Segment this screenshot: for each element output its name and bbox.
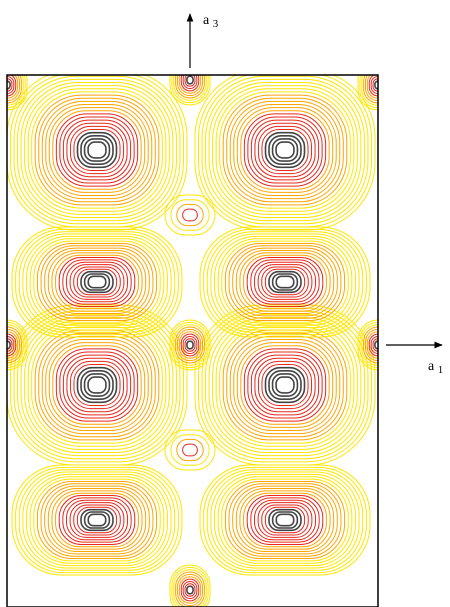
contour-line [276, 276, 293, 287]
contour-line [265, 269, 304, 294]
contour-line [195, 70, 375, 230]
contour-line [255, 358, 315, 411]
contour-line [81, 136, 113, 164]
contour-line [269, 136, 301, 164]
contour-line [88, 142, 106, 158]
contour-line [45, 486, 150, 554]
contour-line [35, 95, 159, 205]
contour-line [187, 341, 193, 349]
contour-line [81, 371, 113, 399]
contour-line [183, 444, 198, 456]
contour-line [244, 255, 327, 309]
contour-line [255, 123, 315, 176]
contour-line [56, 493, 139, 547]
contour-figure: a 3 a 1 [0, 0, 450, 607]
contour-line [46, 339, 148, 430]
contour-line [88, 276, 105, 287]
contour-line [56, 255, 139, 309]
contour-line [11, 73, 184, 227]
contour-line [177, 204, 204, 225]
contour-line [70, 126, 123, 173]
contour-line [276, 142, 294, 158]
contour-line [229, 484, 341, 556]
contour-line [165, 195, 215, 235]
contour-line [19, 470, 174, 571]
contour-line [52, 491, 142, 549]
contour-line [230, 336, 340, 433]
contour-line [234, 339, 336, 430]
page: a 3 a 1 (() => { const data = JSON.parse… [0, 0, 450, 607]
contour-line [266, 133, 305, 168]
contour-line [70, 361, 123, 408]
contour-line [46, 104, 148, 195]
contour-line [220, 327, 351, 443]
contour-line [230, 101, 340, 198]
contour-line [78, 133, 117, 168]
contour-line [179, 67, 200, 94]
contour-line [265, 507, 304, 532]
contour-line [258, 361, 311, 408]
contour-line [258, 126, 311, 173]
contour-line [181, 69, 198, 91]
contour-line [177, 439, 204, 460]
contour-line [176, 572, 205, 607]
contour-line [45, 248, 150, 316]
contour-line [67, 123, 127, 176]
contour-line [199, 73, 372, 227]
contour-line [77, 269, 116, 294]
contour-line [204, 467, 367, 572]
contour-line [174, 570, 206, 607]
contour-line [207, 470, 362, 571]
contour-line [187, 586, 193, 594]
contour-line [11, 308, 184, 462]
contour-line [78, 368, 117, 403]
contour-line [234, 104, 336, 195]
contour-line [52, 253, 142, 311]
contour-line [77, 507, 116, 532]
contour-line [244, 493, 327, 547]
contour-line [223, 330, 347, 440]
contour-line [269, 371, 301, 399]
contour-line [233, 486, 338, 554]
contour-line [88, 514, 105, 525]
axis-label-a3: a 3 [203, 13, 219, 30]
contour-line [220, 92, 351, 208]
contour-line [240, 491, 330, 549]
axis-label-a1: a 1 [428, 359, 443, 376]
contour-line [233, 248, 338, 316]
contour-line [32, 92, 163, 208]
contour-line [181, 579, 198, 601]
contour-line [42, 101, 152, 198]
contour-line [223, 95, 347, 205]
contour-line [276, 377, 294, 393]
contour-line [276, 514, 293, 525]
contour-line [42, 336, 152, 433]
contour-line [187, 76, 193, 84]
contour-line [7, 70, 187, 230]
contour-line [199, 308, 372, 462]
contour-line [266, 368, 305, 403]
contour-map [0, 55, 398, 607]
contour-line [179, 577, 200, 604]
contour-line [16, 467, 179, 572]
contour-line [35, 330, 159, 440]
contour-line [183, 209, 198, 221]
contour-line [165, 430, 215, 470]
contour-line [67, 358, 127, 411]
contour-line [240, 253, 330, 311]
contour-line [41, 484, 153, 556]
contour-line [32, 327, 163, 443]
contour-line [88, 377, 106, 393]
